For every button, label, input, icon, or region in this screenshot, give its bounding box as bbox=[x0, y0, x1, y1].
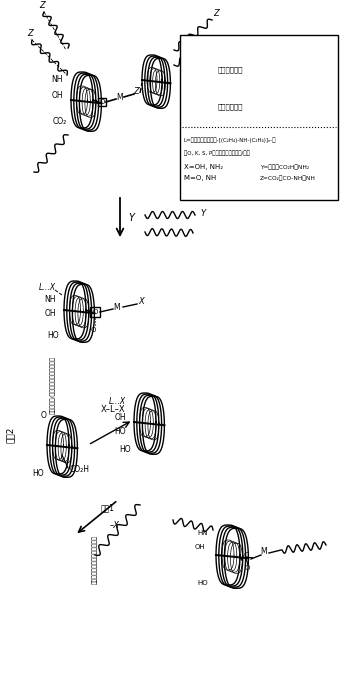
Text: HN: HN bbox=[198, 530, 208, 536]
Text: HO: HO bbox=[32, 469, 44, 477]
Bar bbox=[98, 98, 106, 106]
Text: HO: HO bbox=[119, 445, 131, 454]
Text: L…X: L…X bbox=[39, 284, 56, 293]
Text: OH: OH bbox=[195, 544, 205, 550]
Text: M: M bbox=[117, 93, 123, 102]
Text: Z: Z bbox=[133, 87, 139, 96]
Text: O: O bbox=[92, 309, 98, 315]
Text: O: O bbox=[90, 327, 96, 333]
Text: 聚合物链碳/氮上至少含有一个官能基: 聚合物链碳/氮上至少含有一个官能基 bbox=[50, 356, 56, 414]
Text: 方法2: 方法2 bbox=[6, 427, 14, 443]
Text: X–L–X: X–L–X bbox=[101, 406, 125, 415]
Text: OH: OH bbox=[44, 308, 56, 318]
Text: 聚合物链上至少含有一个官能基: 聚合物链上至少含有一个官能基 bbox=[92, 535, 98, 584]
Text: L…X: L…X bbox=[108, 398, 126, 406]
Text: O: O bbox=[244, 565, 250, 571]
Text: 表示聚合物链: 表示聚合物链 bbox=[218, 104, 244, 110]
Text: NH: NH bbox=[51, 76, 63, 85]
Text: –X: –X bbox=[110, 520, 120, 529]
Text: 含O, K, S, P等其他原子的酸酐基/酰基: 含O, K, S, P等其他原子的酸酐基/酰基 bbox=[184, 150, 250, 155]
FancyBboxPatch shape bbox=[180, 35, 338, 200]
Text: X: X bbox=[138, 297, 144, 306]
Bar bbox=[90, 307, 100, 317]
Text: O: O bbox=[99, 99, 105, 105]
Text: M: M bbox=[114, 303, 120, 312]
Text: L=亚氨基、酰胺基、-[(C₂H₄)-NH-(C₂H₄)]ₙ-、: L=亚氨基、酰胺基、-[(C₂H₄)-NH-(C₂H₄)]ₙ-、 bbox=[184, 137, 277, 143]
Text: NH: NH bbox=[44, 295, 56, 304]
Text: Z: Z bbox=[213, 9, 219, 18]
Text: O: O bbox=[41, 411, 47, 419]
Text: HO: HO bbox=[114, 428, 126, 436]
Text: OH: OH bbox=[51, 91, 63, 100]
Text: Z: Z bbox=[27, 29, 33, 38]
Text: C: C bbox=[244, 552, 248, 558]
Text: X=OH, NH₂: X=OH, NH₂ bbox=[184, 164, 223, 170]
Text: CO₂: CO₂ bbox=[53, 117, 67, 126]
Text: Y=酰基、CO₂H、NH₂: Y=酰基、CO₂H、NH₂ bbox=[260, 164, 309, 170]
Text: CO₂H: CO₂H bbox=[70, 466, 90, 475]
Text: Y: Y bbox=[128, 213, 134, 223]
Text: Z=CO₂、CO-NH、NH: Z=CO₂、CO-NH、NH bbox=[260, 175, 316, 181]
Text: HO: HO bbox=[198, 580, 208, 586]
Text: Y: Y bbox=[200, 209, 205, 218]
Text: M=O, NH: M=O, NH bbox=[184, 175, 216, 181]
Text: HO: HO bbox=[47, 331, 59, 340]
Text: M: M bbox=[261, 548, 267, 557]
Text: ⁚: ⁚ bbox=[94, 315, 97, 325]
Text: OH: OH bbox=[114, 413, 126, 421]
Text: 方法1: 方法1 bbox=[101, 503, 115, 512]
Text: Z: Z bbox=[39, 1, 45, 10]
Text: 表示石墨烯片: 表示石墨烯片 bbox=[218, 67, 244, 73]
